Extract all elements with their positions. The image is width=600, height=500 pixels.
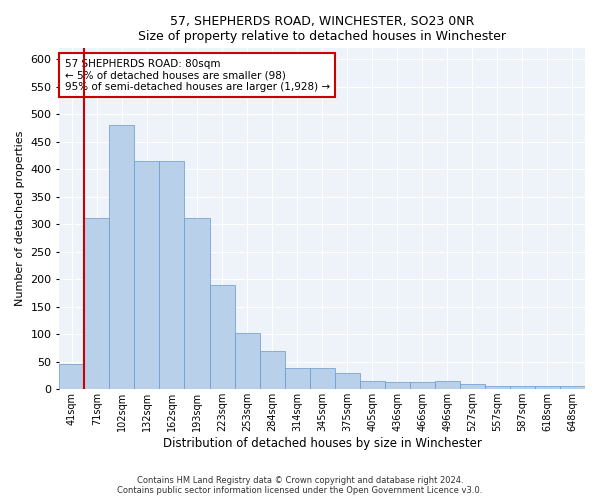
Bar: [284, 368, 310, 389]
Bar: [460, 384, 485, 389]
Bar: [410, 382, 435, 389]
Bar: [134, 161, 160, 389]
Bar: [435, 381, 460, 389]
Bar: [184, 218, 209, 389]
Bar: [85, 218, 109, 389]
Y-axis label: Number of detached properties: Number of detached properties: [15, 131, 25, 306]
Bar: [385, 382, 410, 389]
Bar: [235, 332, 260, 389]
Bar: [335, 372, 360, 389]
Text: 57 SHEPHERDS ROAD: 80sqm
← 5% of detached houses are smaller (98)
95% of semi-de: 57 SHEPHERDS ROAD: 80sqm ← 5% of detache…: [65, 58, 330, 92]
Bar: [160, 161, 184, 389]
Bar: [59, 364, 85, 389]
Bar: [109, 126, 134, 389]
Bar: [310, 368, 335, 389]
Bar: [260, 350, 284, 389]
Title: 57, SHEPHERDS ROAD, WINCHESTER, SO23 0NR
Size of property relative to detached h: 57, SHEPHERDS ROAD, WINCHESTER, SO23 0NR…: [138, 15, 506, 43]
Bar: [485, 386, 510, 389]
Bar: [510, 386, 535, 389]
Bar: [360, 382, 385, 389]
Bar: [535, 386, 560, 389]
Bar: [560, 386, 585, 389]
X-axis label: Distribution of detached houses by size in Winchester: Distribution of detached houses by size …: [163, 437, 482, 450]
Text: Contains HM Land Registry data © Crown copyright and database right 2024.
Contai: Contains HM Land Registry data © Crown c…: [118, 476, 482, 495]
Bar: [209, 284, 235, 389]
